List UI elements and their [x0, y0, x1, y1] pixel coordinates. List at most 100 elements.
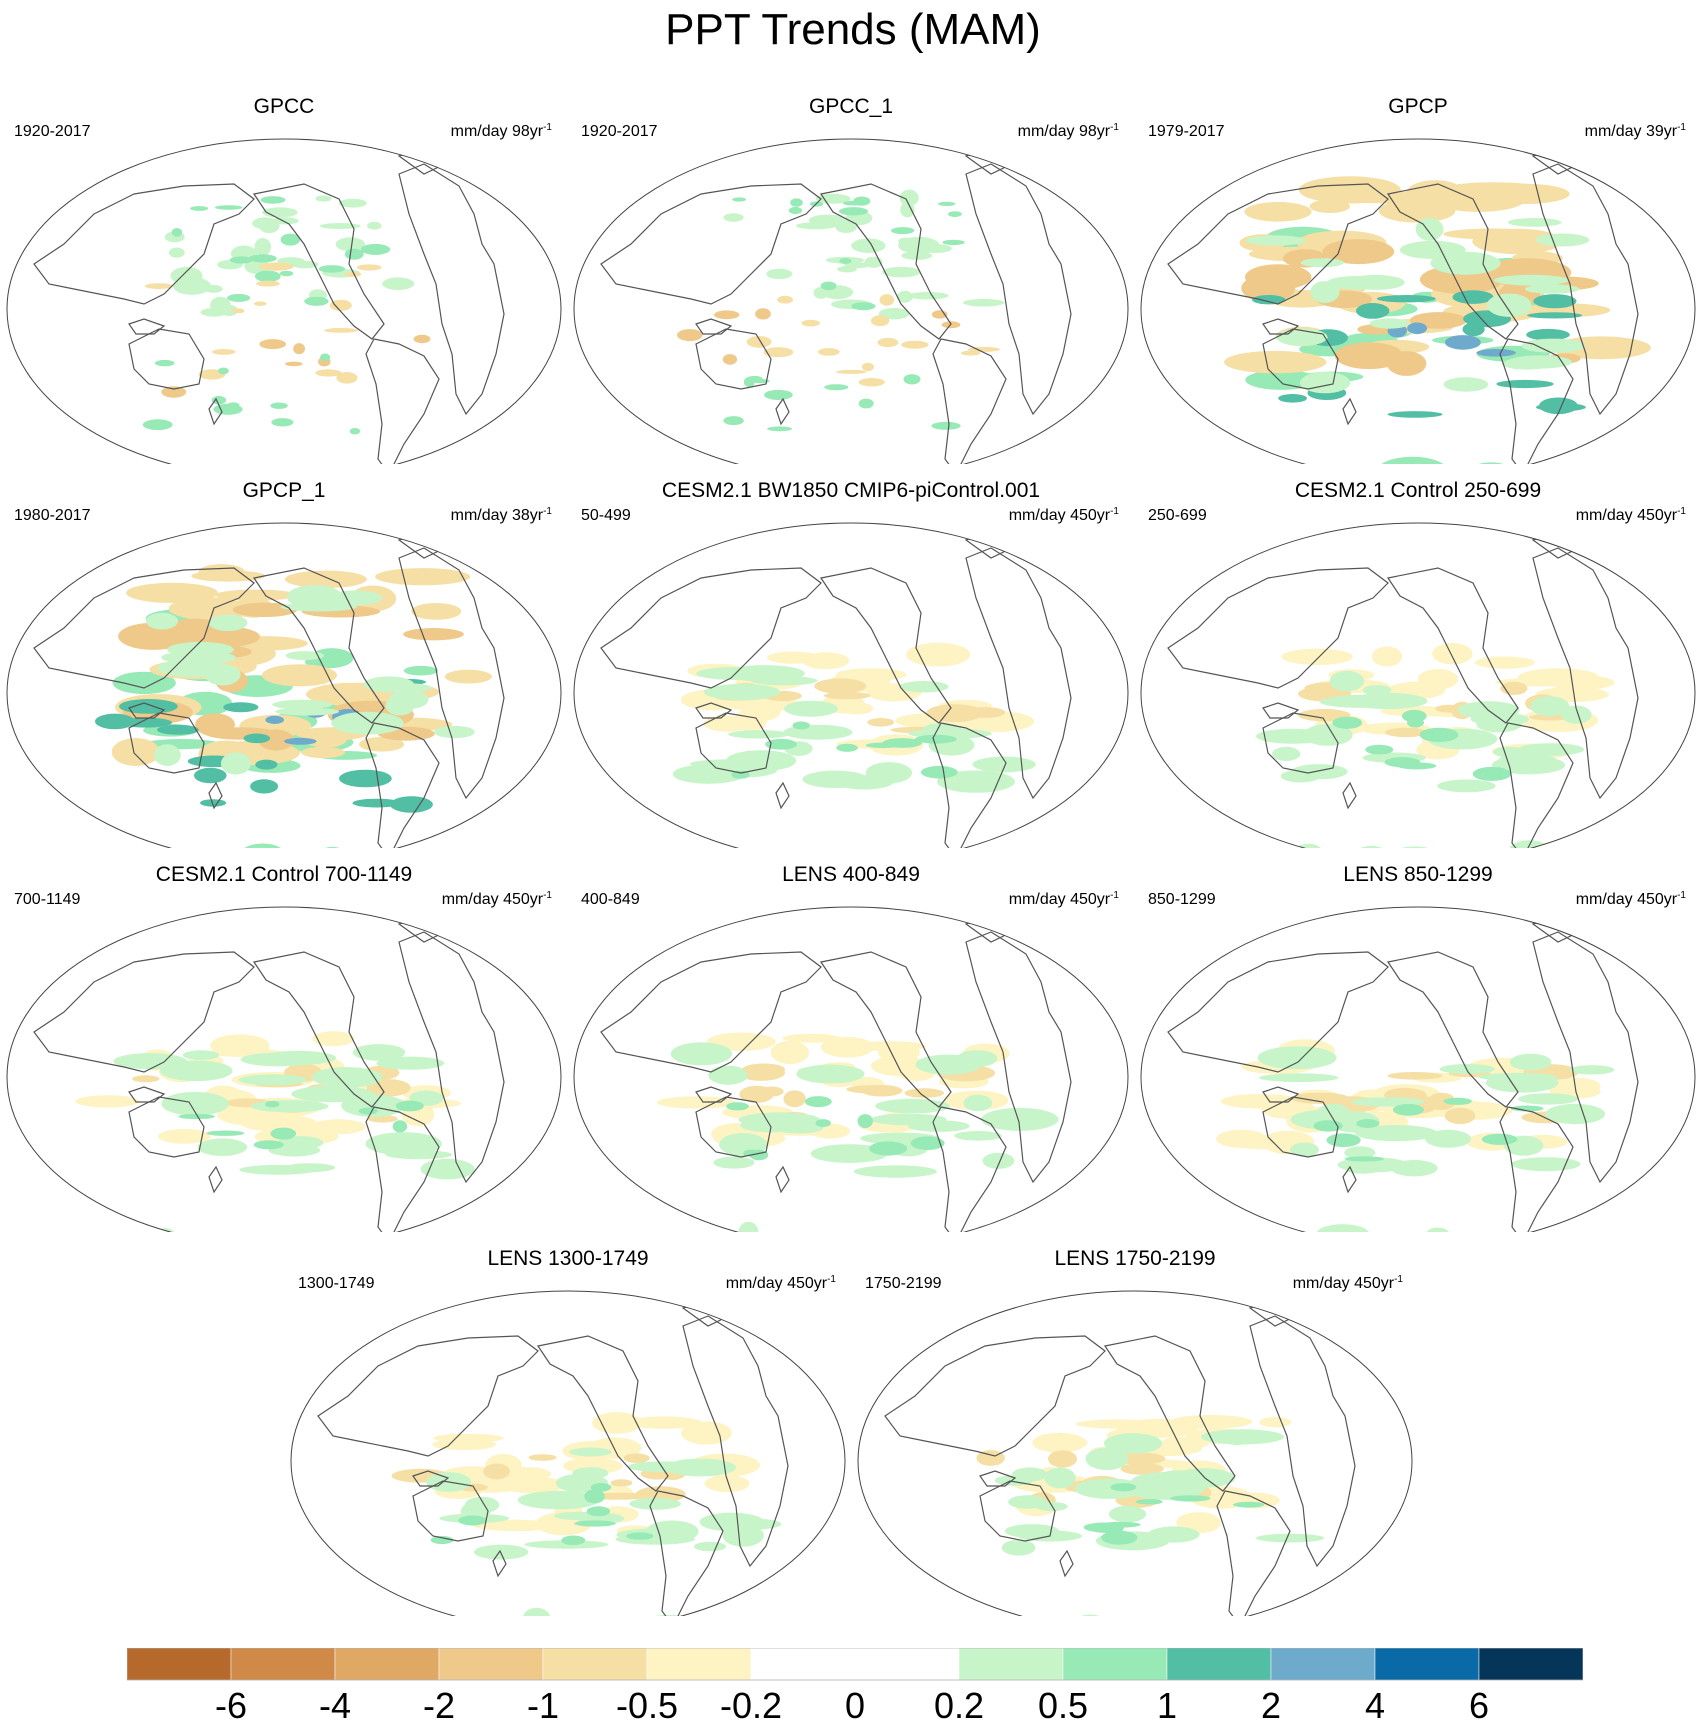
panel-title: LENS 1750-2199 — [1054, 1247, 1216, 1270]
map-border — [573, 138, 1129, 464]
map-canvas — [6, 906, 562, 1232]
colorbar-label: -0.5 — [615, 1685, 679, 1726]
panel-title: CESM2.1 Control 700-1149 — [155, 863, 413, 886]
trend-cell — [790, 198, 803, 207]
trend-cell — [1344, 1146, 1376, 1159]
trend-cell — [858, 398, 874, 409]
trend-cell — [318, 265, 346, 273]
map-border — [1140, 138, 1696, 464]
trend-cell — [167, 641, 234, 658]
trend-cell — [1376, 295, 1436, 303]
map-panel: CESM2.1 Control 700-1149 700-1149 mm/day 4… — [4, 862, 564, 1232]
trend-cell — [910, 1136, 945, 1150]
trend-cell — [260, 196, 286, 204]
trend-cell — [270, 402, 288, 409]
units-text: mm/day 38yr — [450, 507, 544, 524]
trend-cell — [254, 270, 281, 282]
coastline — [253, 567, 385, 724]
trend-cell — [85, 847, 175, 848]
map-border — [857, 1290, 1413, 1616]
trend-field — [75, 1031, 475, 1232]
trend-cell — [681, 1421, 732, 1445]
trend-cell — [796, 1064, 865, 1084]
trend-cell — [474, 1544, 529, 1560]
trend-cell — [420, 1158, 475, 1180]
trend-cell — [1108, 1505, 1147, 1523]
coastline — [398, 547, 505, 800]
trend-cell — [737, 1065, 785, 1081]
trend-cell — [931, 421, 961, 430]
panel-units: mm/day 450yr-1 — [1576, 886, 1686, 910]
trend-cell — [1387, 411, 1443, 418]
coastline — [1262, 1086, 1300, 1103]
trend-cell — [1399, 240, 1466, 259]
trend-cell — [286, 585, 343, 609]
trend-cell — [1402, 709, 1427, 723]
coastline — [695, 328, 772, 390]
coastline — [1387, 951, 1519, 1108]
trend-cell — [569, 1447, 612, 1457]
map-border — [6, 138, 562, 464]
map-background — [7, 139, 561, 464]
trend-cell — [1299, 371, 1351, 394]
map-panel: LENS 1750-2199 1750-2199 mm/day 450yr-1 — [855, 1246, 1415, 1616]
trend-cell — [1525, 284, 1580, 294]
trend-cell — [1415, 217, 1444, 241]
units-text: mm/day 450yr — [1008, 507, 1111, 524]
trend-cell — [704, 1475, 750, 1493]
coastline — [398, 163, 505, 416]
trend-cell — [1494, 274, 1569, 286]
trend-cell — [1257, 1046, 1337, 1070]
map-panel: GPCC 1920-2017 mm/day 98yr-1 — [4, 94, 564, 464]
trend-cell — [217, 367, 229, 375]
trend-cell — [168, 247, 185, 258]
trend-cell — [1526, 328, 1570, 341]
trend-cell — [126, 582, 218, 603]
trend-cell — [1281, 648, 1353, 665]
trend-cell — [1385, 727, 1428, 738]
coastline — [537, 1335, 669, 1492]
trend-cell — [726, 1102, 749, 1111]
coastline — [365, 1106, 440, 1232]
trend-cell — [763, 347, 794, 358]
coastline — [820, 951, 952, 1108]
trend-cell — [1344, 1156, 1384, 1162]
map-canvas — [573, 906, 1129, 1232]
trend-cell — [851, 302, 876, 311]
trend-cell — [1432, 642, 1473, 665]
coastline — [1059, 1549, 1074, 1578]
trend-cell — [846, 1085, 897, 1094]
trend-cell — [375, 568, 471, 586]
trend-cell — [703, 683, 781, 701]
colorbar-label: 1 — [1156, 1685, 1178, 1726]
trend-cell — [227, 293, 251, 302]
trend-cell — [857, 1114, 873, 1129]
trend-cell — [926, 704, 984, 722]
trend-cell — [311, 1067, 383, 1088]
trend-cell — [626, 1416, 703, 1429]
trend-cell — [810, 1144, 888, 1163]
panel-title: GPCC — [253, 95, 315, 118]
trend-cell — [656, 1096, 736, 1109]
coastline — [932, 338, 1007, 464]
trend-cell — [724, 665, 805, 682]
trend-cell — [1245, 235, 1306, 246]
trend-cell — [767, 426, 793, 432]
units-text: mm/day 98yr — [450, 123, 544, 140]
trend-cell — [782, 1033, 841, 1043]
trend-cell — [1300, 258, 1344, 268]
trend-cell — [1048, 1450, 1077, 1468]
trend-cell — [473, 1519, 558, 1532]
trend-cell — [1256, 728, 1330, 744]
colorbar-label: 2 — [1260, 1685, 1282, 1726]
trend-cell — [1452, 290, 1494, 304]
trend-cell — [1444, 1107, 1476, 1125]
trend-cell — [272, 699, 332, 710]
trend-cell — [433, 1433, 504, 1443]
coastline — [1387, 183, 1519, 340]
trend-cell — [723, 213, 744, 222]
colorbar-box — [438, 1648, 544, 1681]
panel-units: mm/day 98yr-1 — [1018, 118, 1119, 142]
trend-cell — [760, 1086, 784, 1097]
trend-cell — [194, 767, 227, 784]
